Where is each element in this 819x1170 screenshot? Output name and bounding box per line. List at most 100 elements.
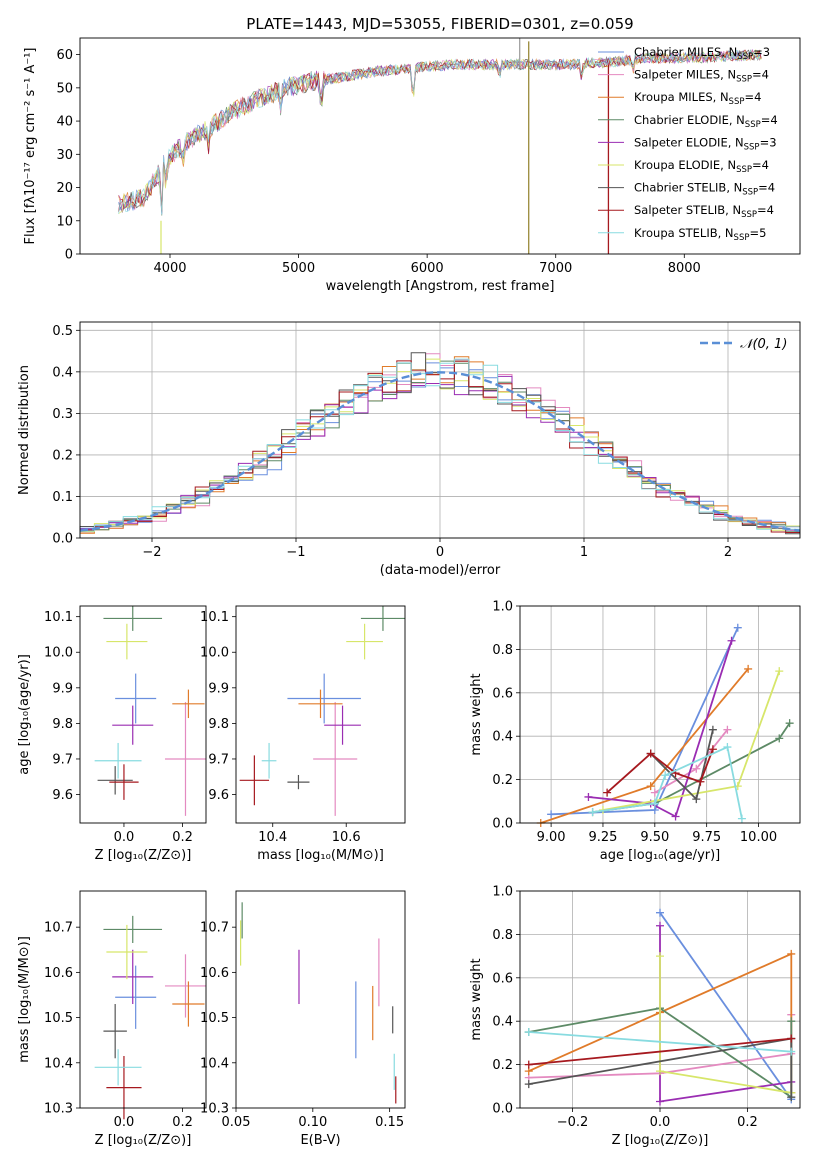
y-tick-label: 0.3 bbox=[52, 407, 73, 422]
legend-label: Salpeter ELODIE, NSSP=3 bbox=[634, 135, 777, 152]
data-point bbox=[115, 673, 157, 724]
normal-curve bbox=[79, 371, 801, 532]
legend-label: Chabrier STELIB, NSSP=4 bbox=[634, 181, 775, 198]
legend-subscript: SSP bbox=[737, 52, 753, 62]
legend-count: =4 bbox=[752, 158, 769, 172]
y-tick-label: 0.2 bbox=[492, 773, 513, 788]
y-tick-label: 0.8 bbox=[492, 928, 513, 943]
series-line bbox=[551, 627, 739, 816]
series-marker bbox=[727, 636, 736, 645]
spectrum-line bbox=[118, 49, 762, 215]
y-tick-label: 0.2 bbox=[492, 1058, 513, 1073]
series-marker bbox=[656, 921, 664, 930]
series-marker bbox=[696, 777, 705, 786]
x-tick-label: 0.0 bbox=[650, 1115, 671, 1130]
y-axis-label: mass [log₁₀(M/M⊙)] bbox=[17, 936, 32, 1063]
y-tick-label: 0.0 bbox=[492, 1102, 513, 1117]
y-tick-label: 0.6 bbox=[492, 971, 513, 986]
series-marker bbox=[692, 795, 701, 804]
weight-vs-Z-axes: −0.2 0.0 0.2 0.0 0.2 0.4 0.6 0.8 1.0 Z [log₁₀(Z/Z… bbox=[469, 885, 800, 1148]
y-tick-label: 10.3 bbox=[200, 1102, 229, 1117]
series-marker bbox=[524, 1080, 533, 1089]
x-axis-label: wavelength [Angstrom, rest frame] bbox=[326, 279, 555, 294]
x-axis-label: (data-model)/error bbox=[380, 563, 501, 578]
x-tick-label: 8000 bbox=[668, 261, 701, 276]
legend-name: Salpeter MILES, N bbox=[634, 68, 736, 82]
x-tick-label: 0.2 bbox=[172, 830, 193, 845]
series-line bbox=[540, 668, 749, 824]
mass-vs-EBV-axes: 0.05 0.10 0.15 10.3 10.4 10.5 10.6 10.7 E(B-V) bbox=[200, 921, 404, 1148]
legend-label: Kroupa STELIB, NSSP=5 bbox=[634, 226, 766, 243]
axes-frame bbox=[79, 37, 801, 255]
axes-frame bbox=[235, 605, 406, 824]
x-tick-label: 10.4 bbox=[258, 830, 287, 845]
data-point bbox=[94, 742, 142, 779]
legend-name: Salpeter STELIB, N bbox=[634, 203, 741, 217]
x-axis-label: E(B-V) bbox=[300, 1133, 340, 1148]
y-tick-label: 0.4 bbox=[492, 1015, 513, 1030]
y-axis-label: age [log₁₀(age/yr)] bbox=[17, 654, 32, 775]
legend-count: =4 bbox=[757, 203, 774, 217]
x-tick-label: 1 bbox=[580, 545, 588, 560]
x-tick-label: 0 bbox=[436, 545, 444, 560]
legend-name: Kroupa STELIB, N bbox=[634, 226, 734, 240]
y-tick-label: 9.6 bbox=[52, 788, 73, 803]
series-marker bbox=[671, 812, 680, 821]
series-marker bbox=[656, 908, 664, 917]
data-point bbox=[103, 1004, 127, 1059]
series-line bbox=[654, 729, 729, 794]
data-point bbox=[97, 766, 133, 795]
data-point bbox=[106, 924, 148, 980]
x-tick-label: −0.2 bbox=[557, 1115, 589, 1130]
x-tick-label: −1 bbox=[286, 545, 305, 560]
y-tick-label: 0.4 bbox=[52, 365, 73, 380]
series-marker bbox=[723, 725, 732, 734]
y-tick-label: 9.6 bbox=[208, 788, 229, 803]
y-tick-label: 1.0 bbox=[492, 885, 513, 900]
series-marker bbox=[646, 782, 655, 791]
legend-label: Salpeter STELIB, NSSP=4 bbox=[634, 203, 774, 220]
y-tick-label: 10.0 bbox=[200, 646, 229, 661]
legend-count: =4 bbox=[758, 181, 775, 195]
series-line bbox=[606, 748, 714, 794]
legend-label: Chabrier MILES, NSSP=3 bbox=[634, 45, 770, 62]
series-line bbox=[602, 670, 781, 811]
data-point bbox=[103, 606, 163, 631]
series-marker bbox=[524, 1060, 533, 1069]
x-tick-label: 10.00 bbox=[740, 830, 777, 845]
series-marker bbox=[708, 745, 717, 754]
y-tick-label: 60 bbox=[56, 48, 73, 63]
legend-count: =4 bbox=[761, 113, 778, 127]
y-tick-label: 50 bbox=[56, 81, 73, 96]
data-point bbox=[109, 764, 139, 800]
y-tick-label: 0.6 bbox=[492, 686, 513, 701]
y-tick-label: 10.4 bbox=[200, 1056, 229, 1071]
data-point bbox=[360, 606, 405, 631]
series-line bbox=[588, 640, 733, 818]
series-marker bbox=[656, 952, 664, 961]
y-tick-label: 0.4 bbox=[492, 730, 513, 745]
series-marker bbox=[775, 734, 784, 743]
y-tick-label: 0.0 bbox=[492, 817, 513, 832]
data-point bbox=[298, 689, 343, 719]
x-axis-label: Z [log₁₀(Z/Z⊙)] bbox=[95, 1133, 192, 1148]
x-tick-label: 0.05 bbox=[222, 1115, 251, 1130]
legend-subscript: SSP bbox=[742, 188, 758, 198]
y-tick-label: 9.8 bbox=[52, 717, 73, 732]
x-tick-label: 0.10 bbox=[298, 1115, 327, 1130]
data-point bbox=[346, 623, 383, 660]
plot-layer: 4000 5000 6000 7000 80000102030405060wavelen… bbox=[17, 37, 801, 1148]
y-tick-label: 10.5 bbox=[44, 1011, 73, 1026]
series-marker bbox=[692, 764, 701, 773]
legend-subscript: SSP bbox=[736, 75, 752, 85]
legend-label: Chabrier ELODIE, NSSP=4 bbox=[634, 113, 778, 130]
y-tick-label: 10 bbox=[56, 214, 73, 229]
legend-label: Salpeter MILES, NSSP=4 bbox=[634, 68, 769, 85]
y-axis-label: mass weight bbox=[469, 673, 484, 755]
x-axis-label: age [log₁₀(age/yr)] bbox=[600, 848, 721, 863]
legend-count: =5 bbox=[749, 226, 766, 240]
series-marker bbox=[661, 771, 670, 780]
y-tick-label: 0.2 bbox=[52, 448, 73, 463]
data-point bbox=[115, 965, 157, 1029]
series-line bbox=[528, 1031, 792, 1053]
